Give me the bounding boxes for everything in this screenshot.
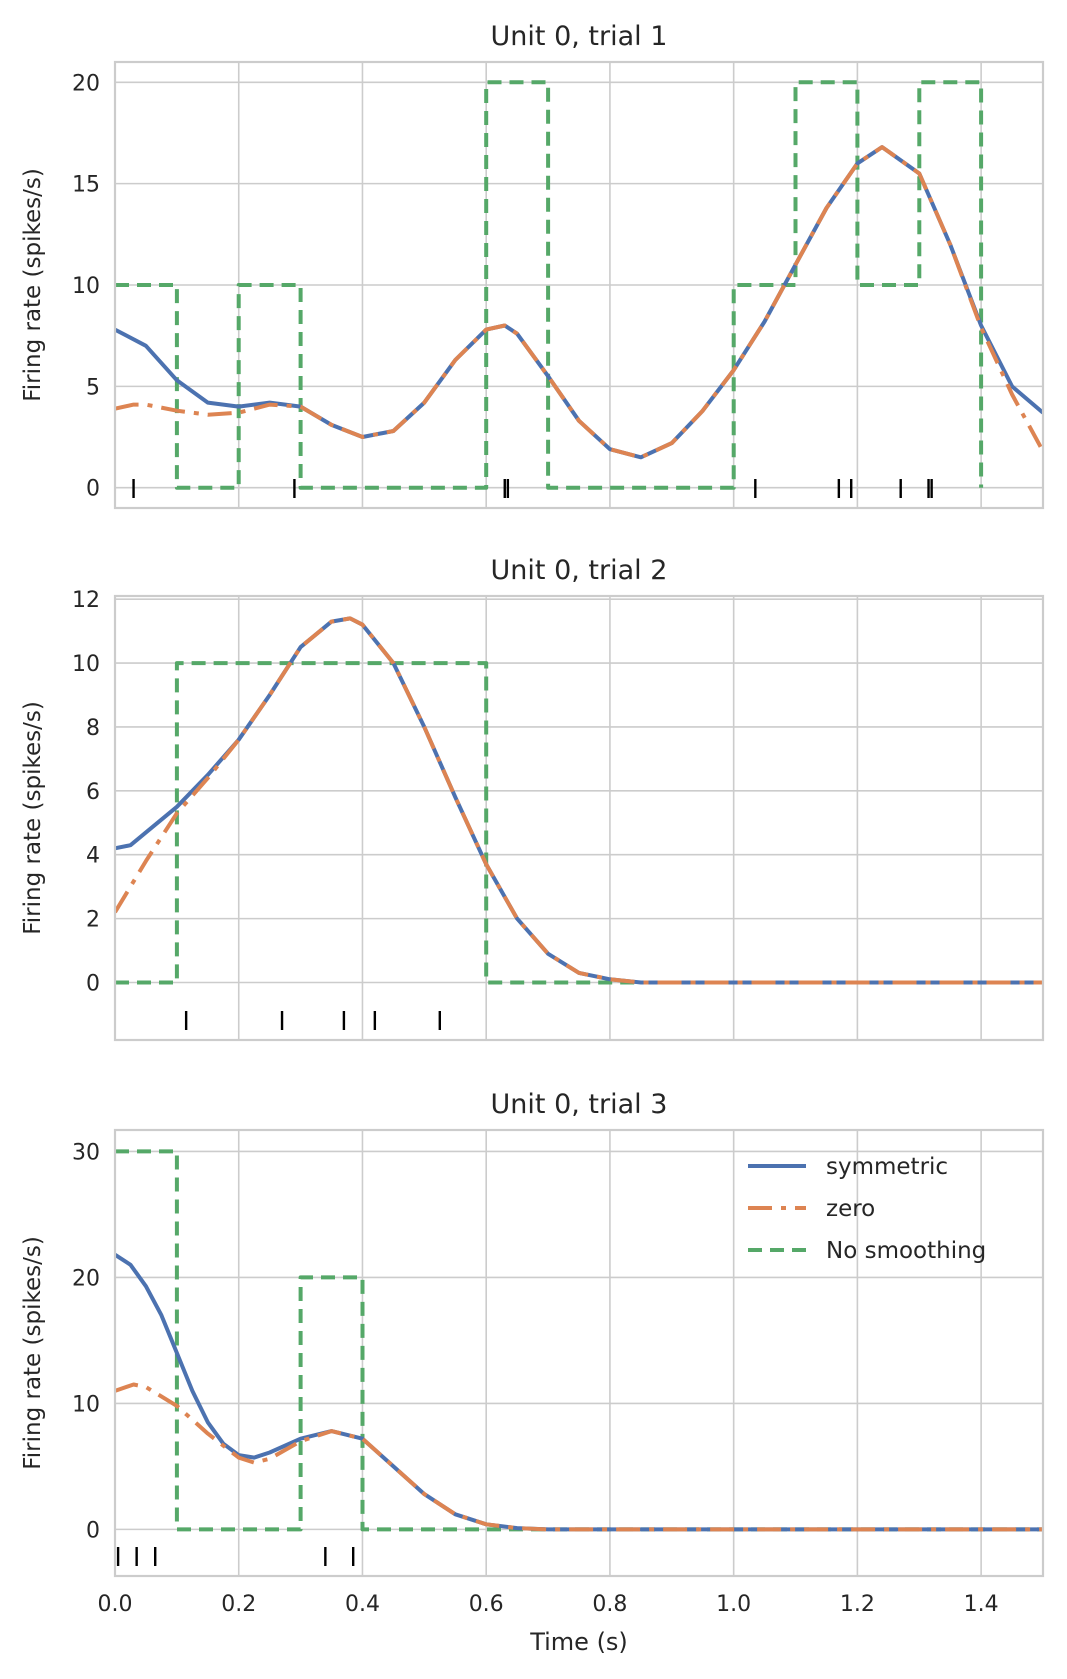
y-tick-label: 15 — [72, 173, 100, 198]
y-tick-label: 12 — [72, 588, 100, 613]
panel-title: Unit 0, trial 3 — [491, 1089, 668, 1120]
y-axis-label: Firing rate (spikes/s) — [20, 168, 46, 402]
x-tick-label: 1.2 — [840, 1592, 875, 1617]
panel-title: Unit 0, trial 1 — [491, 21, 668, 52]
legend-item-zero: zero — [748, 1196, 875, 1222]
series-line-symmetric — [115, 616, 1043, 985]
x-tick-label: 0.4 — [345, 1592, 380, 1617]
y-axis-label: Firing rate (spikes/s) — [20, 1236, 46, 1470]
legend-item-no-smoothing: No smoothing — [748, 1238, 986, 1264]
x-tick-label: 0.0 — [98, 1592, 133, 1617]
x-tick-label: 0.6 — [469, 1592, 504, 1617]
x-tick-label: 1.0 — [716, 1592, 751, 1617]
x-tick-label: 0.8 — [592, 1592, 627, 1617]
series-line-no-smoothing — [115, 1149, 1043, 1532]
spike-raster — [132, 479, 933, 498]
series-line-no-smoothing — [115, 80, 984, 490]
panel-trial-2: 0 2 4 6 8 10 12 Unit 0, trial 2 Firing rate (spi… — [20, 555, 1045, 1042]
legend-label: symmetric — [826, 1154, 948, 1180]
y-tick-label: 0 — [86, 1518, 100, 1543]
series-line-zero — [115, 145, 1043, 460]
axes-frame — [113, 594, 1045, 1042]
y-tick-label: 4 — [86, 844, 100, 869]
y-tick-label: 10 — [72, 652, 100, 677]
legend-label: No smoothing — [826, 1238, 986, 1264]
y-tick-label: 0 — [86, 477, 100, 502]
legend: symmetric zero No smoothing — [748, 1154, 986, 1264]
legend-label: zero — [826, 1196, 875, 1222]
y-tick-label: 20 — [72, 71, 100, 96]
axes-frame — [113, 60, 1045, 510]
axes-frame — [113, 1128, 1045, 1578]
panel-trial-1: 0 5 10 15 20 Unit 0, trial 1 Firing rate (spik… — [20, 21, 1045, 510]
spike-raster — [184, 1011, 441, 1030]
grid — [114, 1130, 1043, 1576]
grid — [114, 62, 1043, 508]
y-tick-label: 10 — [72, 274, 100, 299]
y-axis-label: Firing rate (spikes/s) — [20, 701, 46, 935]
series-line-zero — [115, 1382, 1043, 1532]
x-tick-label: 1.4 — [964, 1592, 999, 1617]
legend-item-symmetric: symmetric — [748, 1154, 948, 1180]
y-tick-label: 5 — [86, 375, 100, 400]
x-tick-label: 0.2 — [221, 1592, 256, 1617]
series-line-symmetric — [115, 145, 1043, 460]
y-tick-label: 20 — [72, 1266, 100, 1291]
spike-raster — [116, 1547, 355, 1566]
y-tick-label: 30 — [72, 1140, 100, 1165]
y-tick-label: 2 — [86, 908, 100, 933]
y-tick-label: 0 — [86, 972, 100, 997]
panel-trial-3: 0 10 20 30 0.0 0.2 0.4 0.6 0.8 1.0 1.2 1.4 Unit 0, t… — [20, 1089, 1045, 1617]
y-tick-label: 8 — [86, 716, 100, 741]
x-axis-label: Time (s) — [529, 1628, 628, 1656]
panel-title: Unit 0, trial 2 — [491, 555, 668, 586]
y-tick-label: 6 — [86, 780, 100, 805]
series-line-zero — [115, 616, 1043, 985]
series-line-symmetric — [115, 1253, 1043, 1532]
series-line-no-smoothing — [115, 661, 1043, 985]
y-tick-label: 10 — [72, 1392, 100, 1417]
